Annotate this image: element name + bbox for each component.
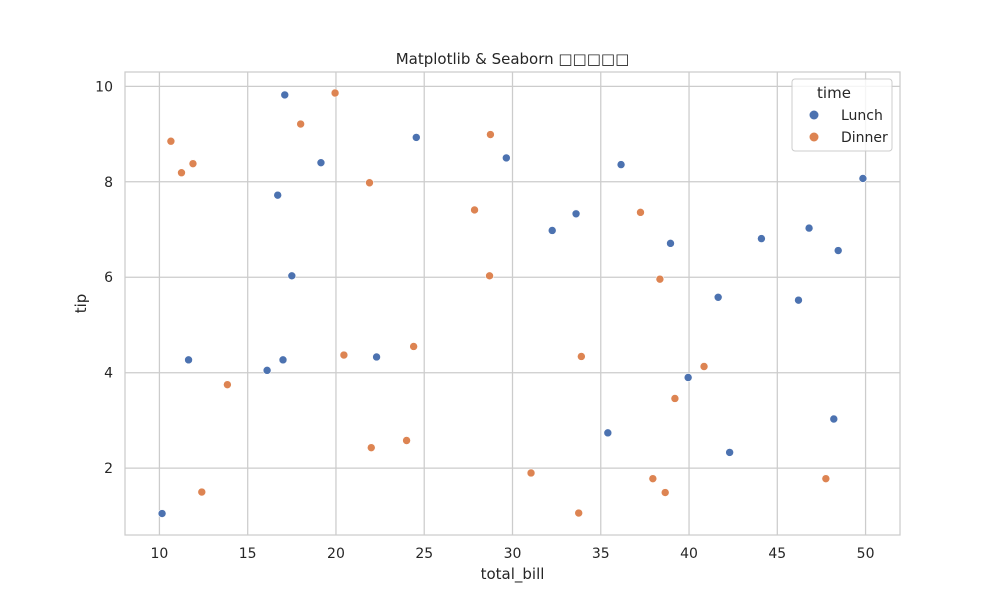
data-points [157,88,868,518]
point-dinner [574,508,584,518]
point-dinner [699,362,709,371]
x-tick-label: 20 [327,546,345,562]
point-lunch [833,246,843,255]
point-dinner [402,436,411,445]
point-dinner [655,274,665,284]
point-dinner [821,474,831,483]
point-lunch [713,292,723,302]
point-lunch [603,428,613,438]
y-tick-label: 2 [104,461,113,477]
point-dinner [177,168,186,178]
point-dinner [223,380,232,389]
point-dinner [296,119,305,129]
point-lunch [829,414,839,424]
point-lunch [666,239,675,248]
x-axis-ticks: 10 15 20 25 30 35 40 45 50 [151,546,875,562]
plot-frame [124,71,901,536]
legend-title: time [817,84,851,102]
point-dinner [166,136,176,146]
point-lunch [547,226,557,235]
point-dinner [636,208,645,217]
y-tick-label: 6 [104,270,113,286]
point-dinner [330,88,340,98]
point-lunch [273,190,283,200]
legend-label-dinner: Dinner [841,130,888,146]
point-dinner [648,474,658,483]
grid-lines [125,72,900,535]
point-dinner [188,159,198,168]
point-lunch [157,509,167,518]
point-lunch [278,355,288,365]
x-tick-label: 45 [768,546,786,562]
y-axis-ticks: 2 4 6 8 10 [95,79,113,477]
point-dinner [486,130,495,139]
legend-label-lunch: Lunch [841,108,883,124]
x-tick-label: 35 [592,546,610,562]
point-lunch [411,133,421,142]
point-lunch [184,355,193,365]
point-lunch [616,160,626,169]
point-dinner [526,468,536,478]
point-dinner [470,205,479,215]
legend-marker-lunch [809,110,819,120]
point-lunch [794,295,803,305]
point-dinner [366,443,376,452]
legend: time Lunch Dinner [791,78,893,152]
point-dinner [409,342,418,351]
x-tick-label: 30 [504,546,522,562]
x-tick-label: 25 [415,546,433,562]
x-tick-label: 15 [239,546,257,562]
x-axis-title: total_bill [481,565,545,584]
legend-marker-dinner [809,132,819,142]
point-dinner [660,488,670,497]
point-lunch [280,90,290,100]
point-dinner [197,487,207,497]
point-lunch [502,153,511,163]
point-lunch [804,223,814,233]
point-dinner [670,394,680,403]
point-dinner [339,350,349,360]
chart-title: Matplotlib & Seaborn □□□□□ [396,50,630,68]
y-axis-title: tip [72,294,90,314]
legend-box [791,78,893,152]
point-dinner [577,352,586,361]
y-tick-label: 4 [104,366,113,382]
x-tick-label: 40 [680,546,698,562]
point-lunch [571,209,581,219]
point-lunch [372,352,381,362]
point-lunch [858,174,868,183]
y-tick-label: 10 [95,79,113,95]
point-lunch [262,366,272,375]
y-tick-label: 8 [104,175,113,191]
point-lunch [683,373,693,382]
point-lunch [287,271,297,281]
point-dinner [365,178,374,188]
point-dinner [485,271,494,281]
point-lunch [757,234,766,243]
x-tick-label: 50 [857,546,875,562]
x-tick-label: 10 [151,546,169,562]
point-lunch [725,448,734,457]
point-lunch [316,158,326,167]
